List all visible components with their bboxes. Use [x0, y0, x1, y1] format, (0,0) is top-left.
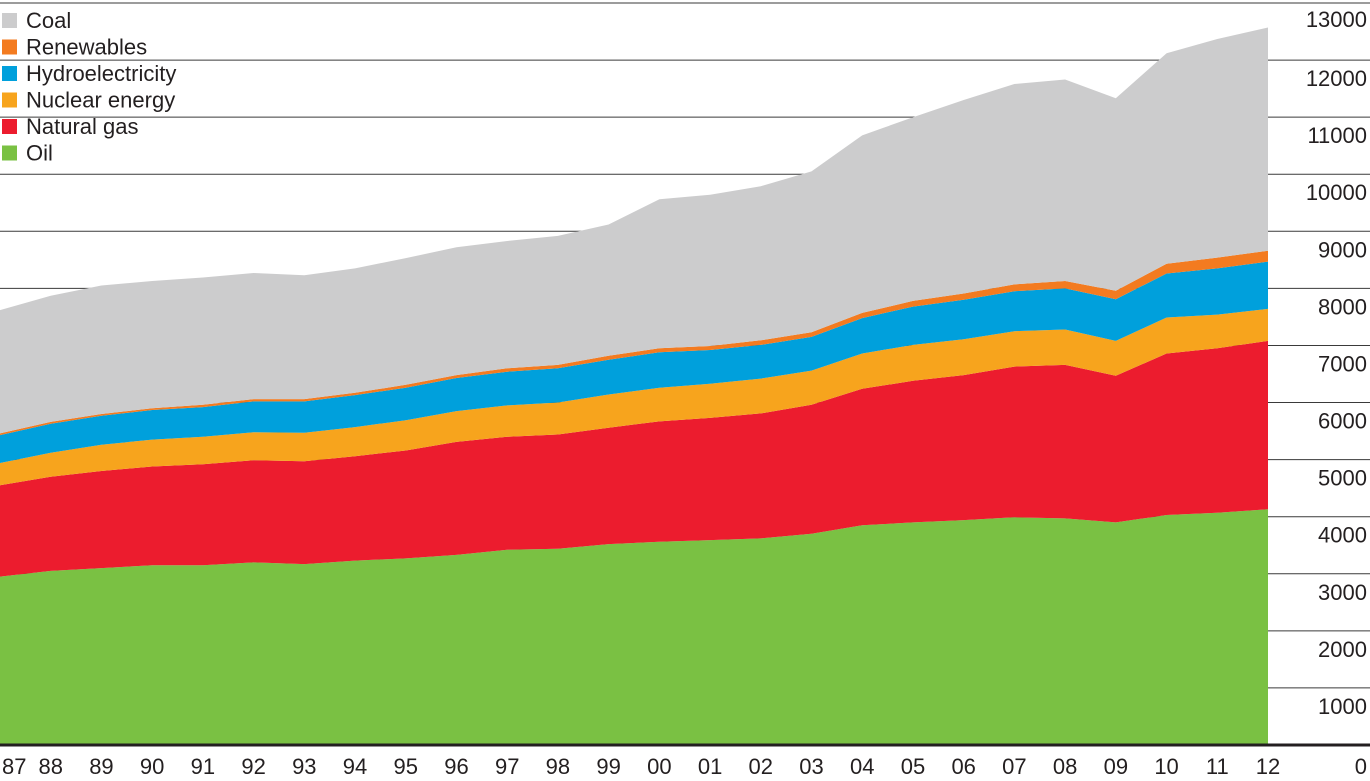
- y-tick-label: 1000: [1318, 694, 1367, 719]
- x-tick-label: 12: [1256, 754, 1280, 779]
- y-tick-label: 13000: [1306, 7, 1367, 32]
- x-tick-label: 03: [799, 754, 823, 779]
- x-tick-label: 08: [1053, 754, 1077, 779]
- y-tick-label: 12000: [1306, 66, 1367, 91]
- area-series: [0, 27, 1268, 745]
- legend-swatch: [2, 66, 17, 81]
- y-tick-label: 3000: [1318, 580, 1367, 605]
- y-tick-label: 10000: [1306, 180, 1367, 205]
- y-tick-label: 4000: [1318, 523, 1367, 548]
- x-tick-label: 89: [89, 754, 113, 779]
- legend-swatch: [2, 92, 17, 108]
- x-tick-label: 87: [2, 754, 26, 779]
- area-series-natural-gas: [0, 340, 1268, 577]
- x-tick-label: 92: [241, 754, 265, 779]
- y-tick-label: 7000: [1318, 351, 1367, 376]
- y-tick-label: 0: [1355, 754, 1367, 779]
- legend-label: Renewables: [26, 35, 147, 60]
- x-tick-label: 98: [546, 754, 570, 779]
- area-series-coal: [0, 27, 1268, 434]
- x-tick-label: 96: [444, 754, 468, 779]
- x-tick-label: 95: [394, 754, 418, 779]
- area-series-nuclear-energy: [0, 308, 1268, 486]
- legend-label: Nuclear energy: [26, 88, 175, 113]
- legend-swatch: [2, 119, 17, 134]
- x-tick-label: 01: [698, 754, 722, 779]
- x-tick-label: 11: [1206, 754, 1229, 779]
- x-tick-label: 91: [191, 754, 215, 779]
- legend-swatch: [2, 39, 17, 55]
- y-tick-label: 6000: [1318, 409, 1367, 434]
- x-tick-label: 09: [1104, 754, 1128, 779]
- x-tick-label: 00: [647, 754, 671, 779]
- x-tick-label: 93: [292, 754, 316, 779]
- y-axis-tick-labels: 0 1000 2000 3000 4000 5000 6000 7000 8000 9000 100…: [1306, 7, 1367, 779]
- x-tick-label: 06: [951, 754, 975, 779]
- x-tick-label: 90: [140, 754, 164, 779]
- x-tick-label: 88: [38, 754, 62, 779]
- x-tick-label: 05: [901, 754, 925, 779]
- x-tick-label: 99: [596, 754, 620, 779]
- area-series-oil: [0, 509, 1268, 745]
- y-tick-label: 8000: [1318, 294, 1367, 319]
- x-tick-label: 10: [1154, 754, 1178, 779]
- x-tick-label: 94: [343, 754, 367, 779]
- legend-swatch: [2, 145, 17, 161]
- y-tick-label: 5000: [1318, 466, 1367, 491]
- x-tick-label: 04: [850, 754, 874, 779]
- legend-label: Coal: [26, 8, 71, 33]
- x-tick-label: 02: [749, 754, 773, 779]
- x-axis-tick-labels: 87 88 89 90 91 92 93 94 95 96 97 98 99 00 01 02 03 04 05 06…: [2, 754, 1280, 779]
- y-tick-label: 11000: [1307, 123, 1367, 148]
- y-tick-label: 9000: [1318, 237, 1367, 262]
- x-tick-label: 07: [1002, 754, 1026, 779]
- legend-label: Natural gas: [26, 114, 139, 139]
- legend-swatch: [2, 13, 17, 28]
- legend-label: Oil: [26, 141, 53, 166]
- y-tick-label: 2000: [1318, 637, 1367, 662]
- area-series-renewables: [0, 250, 1268, 436]
- x-tick-label: 97: [495, 754, 519, 779]
- legend-label: Hydroelectricity: [26, 61, 176, 86]
- area-series-hydroelectricity: [0, 261, 1268, 463]
